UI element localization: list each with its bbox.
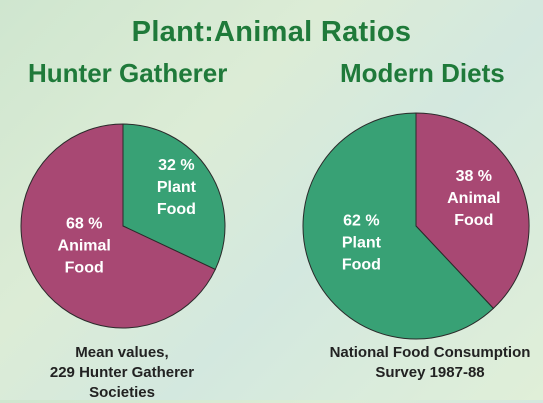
pie-slice-animal-food	[415, 112, 530, 310]
caption-hunter-gatherer: Mean values, 229 Hunter Gatherer Societi…	[22, 343, 222, 403]
caption-line: Societies	[89, 384, 155, 401]
pie-slice-label: 68 % Animal Food	[58, 216, 111, 277]
pie-slice-label: 38 % Animal Food	[447, 168, 500, 229]
pie-slice-label-line: 62 %	[343, 213, 379, 230]
pie-slice-label-line: Animal	[58, 238, 111, 255]
pie-slice-label-line: Animal	[447, 190, 500, 207]
pie-slice-label-line: Food	[65, 260, 104, 277]
caption-line: Mean values,	[75, 344, 169, 361]
pie-slice-label: 62 % Plant Food	[342, 213, 382, 274]
pie-slice-label-line: Food	[454, 212, 493, 229]
caption-line: National Food Consumption	[329, 344, 531, 361]
chart-title-modern-diets: Modern Diets	[340, 58, 505, 88]
pie-slice-plant-food	[122, 123, 226, 271]
pie-slice-label: 32 % Plant Food	[157, 157, 197, 218]
pie-slice-label-line: 68 %	[66, 216, 102, 233]
pie-slice-animal-food	[20, 123, 216, 329]
pie-slice-label-line: 38 %	[456, 168, 492, 185]
pie-slice-label-line: 32 %	[158, 157, 194, 174]
pie-slice-label-line: Plant	[342, 235, 382, 252]
pie-slice-label-line: Food	[157, 201, 196, 218]
pie-slice-plant-food	[302, 112, 495, 340]
caption-line: Survey 1987-88	[375, 364, 485, 381]
chart-title-hunter-gatherer: Hunter Gatherer	[28, 58, 228, 88]
pie-slice-label-line: Food	[342, 257, 381, 274]
caption-modern-diets: National Food Consumption Survey 1987-88	[300, 343, 543, 383]
pie-slice-label-line: Plant	[157, 179, 197, 196]
page-title: Plant:Animal Ratios	[131, 16, 412, 48]
caption-line: 229 Hunter Gatherer	[49, 364, 195, 381]
